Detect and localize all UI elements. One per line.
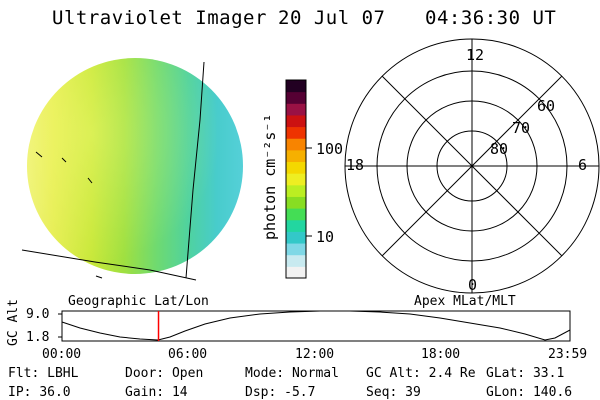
status-gc-alt: GC Alt: 2.4 Re	[366, 366, 476, 381]
status-gain: Gain: 14	[125, 385, 188, 400]
status-seq: Seq: 39	[366, 385, 421, 400]
geo-panel-label: Geographic Lat/Lon	[68, 294, 209, 309]
colorbar-frame	[285, 79, 307, 279]
colorbar-swatch	[286, 266, 306, 279]
polar-mlt-0: 0	[468, 276, 478, 294]
polar-panel-label: Apex MLat/MLT	[414, 294, 516, 309]
status-glat: GLat: 33.1	[486, 366, 565, 381]
polar-lat-70: 70	[512, 119, 531, 137]
timeline-ylabel: GC Alt	[6, 299, 21, 346]
status-mode: Mode: Normal	[245, 366, 339, 381]
colorbar-swatch	[286, 91, 306, 104]
coastline-mark	[61, 157, 67, 163]
polar-lat-60: 60	[537, 97, 556, 115]
colorbar-swatch	[286, 254, 306, 267]
timeline-xtick-label: 06:00	[168, 347, 208, 362]
timeline-altitude-curve	[61, 310, 571, 341]
colorbar-tick-label-10: 10	[316, 228, 335, 246]
colorbar-swatch	[286, 184, 306, 197]
colorbar-swatch	[286, 231, 306, 244]
colorbar-swatch	[286, 149, 306, 163]
polar-mlt-18: 18	[346, 156, 365, 174]
observation-time: 04:36:30 UT	[425, 7, 557, 29]
colorbar-unit-label: photon cm⁻²s⁻¹	[261, 113, 279, 240]
colorbar-swatch	[286, 208, 306, 221]
polar-mlt-6: 6	[578, 156, 588, 174]
colorbar-swatch	[286, 219, 306, 232]
status-dsp: Dsp: -5.7	[245, 385, 316, 400]
colorbar-swatch	[286, 114, 306, 128]
timeline-frame	[61, 310, 571, 342]
colorbar	[286, 80, 306, 279]
colorbar-swatch	[286, 173, 306, 186]
colorbar-swatch	[286, 103, 306, 116]
colorbar-swatch	[286, 161, 306, 174]
geo-globe-image	[21, 58, 243, 281]
app-title: Ultraviolet Imager	[52, 7, 267, 29]
status-filter: Flt: LBHL	[8, 366, 79, 381]
status-door: Door: Open	[125, 366, 204, 381]
timeline-xtick-label: 18:00	[421, 347, 461, 362]
colorbar-tick-label-100: 100	[316, 140, 344, 158]
colorbar-swatch	[286, 243, 306, 256]
coastline-mark	[95, 275, 103, 279]
colorbar-swatch	[286, 80, 306, 93]
colorbar-swatch	[286, 126, 306, 139]
polar-plot	[344, 38, 600, 294]
coastline-mark	[87, 177, 93, 184]
coastline-mark	[35, 151, 43, 158]
timeline-xtick-label: 12:00	[295, 347, 335, 362]
timeline-xtick-label: 00:00	[42, 347, 82, 362]
timeline-ytick-label-1-8: 1.8	[26, 330, 50, 345]
polar-diagonal	[381, 75, 563, 257]
colorbar-swatch	[286, 138, 306, 151]
polar-lat-80: 80	[490, 140, 509, 158]
timeline-xtick-label: 23:59	[548, 347, 588, 362]
geo-meridian-line	[185, 61, 205, 279]
observation-date: 20 Jul 07	[278, 7, 386, 29]
timeline-plot	[58, 310, 571, 342]
polar-mlt-12: 12	[466, 46, 485, 64]
colorbar-swatch	[286, 196, 306, 209]
status-ip: IP: 36.0	[8, 385, 71, 400]
timeline-ytick-label-9: 9.0	[26, 307, 50, 322]
geo-parallel-line	[21, 249, 197, 281]
status-glon: GLon: 140.6	[486, 385, 573, 400]
